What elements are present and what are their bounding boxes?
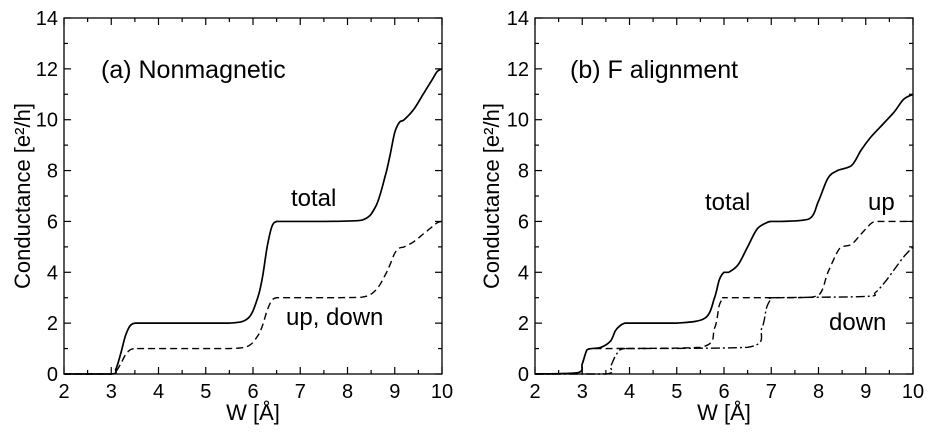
x-tick-label: 5 [671,381,682,403]
y-axis-label-a: Conductance [e²/h] [10,103,35,289]
y-tick-label: 8 [518,161,529,183]
series-lines-a [63,68,443,375]
y-tick-label: 2 [47,313,58,335]
x-tick-label: 9 [389,381,400,403]
y-tick-label: 12 [36,59,58,81]
x-tick-label: 6 [718,381,729,403]
y-tick-label: 12 [507,59,529,81]
annotation-updown-a: up, down [286,304,383,331]
y-tick-label: 4 [47,262,58,284]
series-line-up-b [534,220,913,375]
series-lines-b [534,93,914,375]
annotation-down-b: down [829,309,886,336]
x-tick-label: 2 [529,381,540,403]
y-tick-label: 14 [36,8,58,30]
series-line-up-down-a [63,220,443,375]
y-tick-label: 10 [36,110,58,132]
x-tick-label: 7 [766,381,777,403]
y-axis-label-b: Conductance [e²/h] [479,103,504,289]
x-tick-label: 5 [200,381,211,403]
x-tick-label: 6 [247,381,258,403]
series-line-down-b [534,246,914,375]
y-tick-label: 8 [47,161,58,183]
y-tick-label: 0 [47,364,58,386]
y-tick-label: 0 [518,364,529,386]
annotation-total-a: total [291,185,336,212]
annotation-total-b: total [705,189,750,216]
x-tick-label: 2 [58,381,69,403]
x-tick-label: 3 [577,381,588,403]
x-axis-label-a: W [Å] [226,400,280,425]
x-tick-label: 8 [342,381,353,403]
y-tick-label: 6 [47,211,58,233]
x-tick-label: 4 [624,381,635,403]
x-tick-label: 8 [813,381,824,403]
x-tick-label: 10 [431,381,453,403]
panel-title-b: (b) F alignment [570,56,738,84]
x-axis-label-b: W [Å] [697,400,751,425]
x-tick-label: 3 [106,381,117,403]
y-tick-label: 14 [507,8,529,30]
x-tick-label: 7 [295,381,306,403]
y-tick-label: 2 [518,313,529,335]
x-tick-label: 4 [153,381,164,403]
y-tick-label: 10 [507,110,529,132]
panel-title-a: (a) Nonmagnetic [101,56,286,84]
y-tick-label: 6 [518,211,529,233]
series-line-total-b [534,93,914,375]
x-tick-label: 10 [902,381,924,403]
x-tick-label: 9 [860,381,871,403]
y-tick-label: 4 [518,262,529,284]
annotation-up-b: up [868,189,895,216]
series-line-total-a [63,68,443,375]
